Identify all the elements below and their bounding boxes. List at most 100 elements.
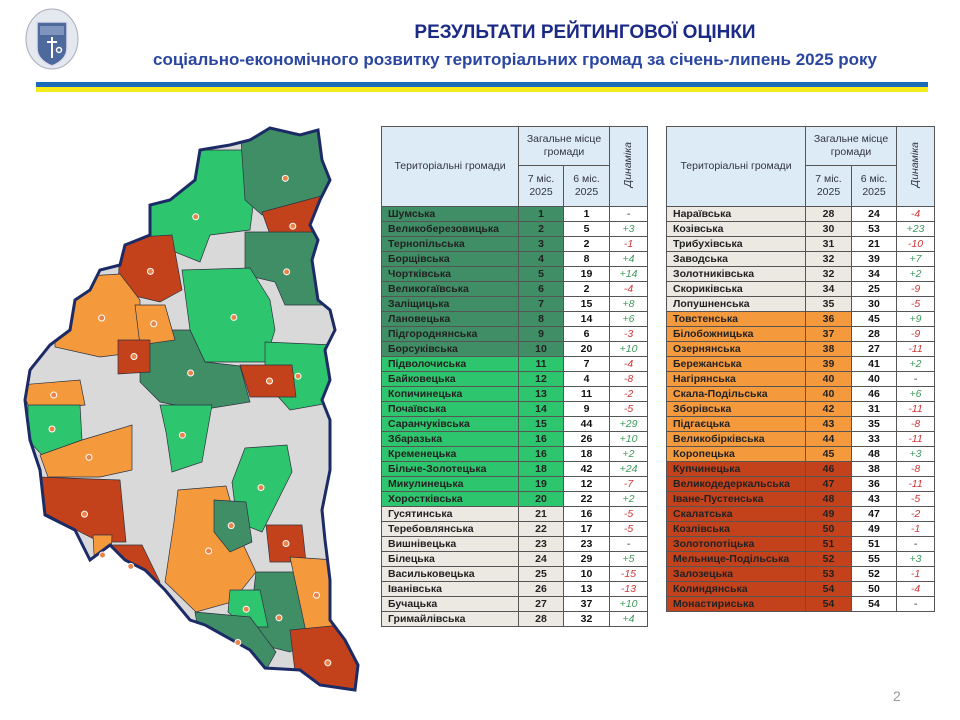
table-row: Великодедеркальська 47 36 -11 bbox=[666, 476, 936, 492]
dynamics: -10 bbox=[896, 236, 936, 252]
table-row: Іване-Пустенська 48 43 -5 bbox=[666, 491, 936, 507]
table-row: Збаразька 16 26 +10 bbox=[381, 431, 649, 447]
place-6-months: 36 bbox=[850, 476, 898, 492]
community-name: Мельнице-Подільська bbox=[666, 551, 806, 567]
community-center-marker bbox=[257, 484, 265, 492]
place-7-months: 15 bbox=[518, 416, 564, 432]
community-center-marker bbox=[81, 510, 88, 518]
dynamics: -7 bbox=[609, 476, 649, 492]
place-7-months: 49 bbox=[805, 506, 852, 522]
map-region bbox=[139, 329, 251, 411]
dynamics: +24 bbox=[609, 461, 649, 477]
dynamics: -5 bbox=[609, 521, 649, 537]
flag-stripe-blue bbox=[36, 82, 928, 87]
place-7-months: 36 bbox=[805, 311, 852, 327]
place-7-months: 43 bbox=[805, 416, 852, 432]
community-name: Теребовлянська bbox=[381, 521, 519, 537]
community-name: Хоростківська bbox=[381, 491, 519, 507]
place-7-months: 6 bbox=[518, 281, 564, 297]
community-name: Лановецька bbox=[381, 311, 519, 327]
dynamics: +4 bbox=[609, 611, 649, 627]
community-name: Великодедеркальська bbox=[666, 476, 806, 492]
community-center-marker bbox=[178, 431, 186, 439]
place-7-months: 42 bbox=[805, 401, 852, 417]
community-name: Золотниківська bbox=[666, 266, 806, 282]
community-name: Гусятинська bbox=[381, 506, 519, 522]
community-center-marker bbox=[294, 372, 302, 380]
dynamics: +10 bbox=[609, 431, 649, 447]
place-6-months: 1 bbox=[562, 206, 611, 222]
dynamics: +8 bbox=[609, 296, 649, 312]
header-6-months: 6 міс. 2025 bbox=[562, 165, 611, 207]
place-6-months: 7 bbox=[562, 356, 611, 372]
community-center-marker bbox=[275, 614, 283, 622]
dynamics: -1 bbox=[609, 236, 649, 252]
place-6-months: 50 bbox=[850, 581, 898, 597]
place-7-months: 16 bbox=[518, 431, 564, 447]
community-center-marker bbox=[150, 320, 158, 328]
community-center-marker bbox=[324, 659, 332, 667]
place-7-months: 18 bbox=[518, 461, 564, 477]
table-row: Саранчуківська 15 44 +29 bbox=[381, 416, 649, 432]
table-row: Зборівська 42 31 -11 bbox=[666, 401, 936, 417]
dynamics: -5 bbox=[609, 506, 649, 522]
place-6-months: 33 bbox=[850, 431, 898, 447]
place-6-months: 27 bbox=[850, 341, 898, 357]
community-center-marker bbox=[205, 547, 213, 555]
table-row: Шумська 1 1- bbox=[381, 206, 649, 222]
dynamics: +2 bbox=[896, 356, 936, 372]
place-6-months: 10 bbox=[562, 566, 611, 582]
place-7-months: 44 bbox=[805, 431, 852, 447]
dynamics: +3 bbox=[896, 446, 936, 462]
table-row: Копичинецька 13 11 -2 bbox=[381, 386, 649, 402]
table-row: Великогаївська 6 2 -4 bbox=[381, 281, 649, 297]
community-name: Озернянська bbox=[666, 341, 806, 357]
community-name: Кременецька bbox=[381, 446, 519, 462]
table-row: Монастириська 54 54- bbox=[666, 596, 936, 612]
place-6-months: 25 bbox=[850, 281, 898, 297]
community-name: Коропецька bbox=[666, 446, 806, 462]
table-row: Гримайлівська 28 32 +4 bbox=[381, 611, 649, 627]
table-row: Залозецька 53 52 -1 bbox=[666, 566, 936, 582]
place-6-months: 22 bbox=[562, 491, 611, 507]
table-row: Більче-Золотецька 18 42 +24 bbox=[381, 461, 649, 477]
place-6-months: 42 bbox=[562, 461, 611, 477]
place-6-months: 51 bbox=[850, 536, 898, 552]
map-region bbox=[37, 476, 127, 543]
dynamics: +6 bbox=[896, 386, 936, 402]
place-6-months: 31 bbox=[850, 401, 898, 417]
community-center-marker bbox=[98, 314, 106, 322]
dynamics: +29 bbox=[609, 416, 649, 432]
place-6-months: 30 bbox=[850, 296, 898, 312]
community-name: Золотопотіцька bbox=[666, 536, 806, 552]
dynamics: -11 bbox=[896, 341, 936, 357]
dynamics: -15 bbox=[609, 566, 649, 582]
table-row: Козівська 30 53 +23 bbox=[666, 221, 936, 237]
place-6-months: 54 bbox=[850, 596, 898, 612]
header-6-months: 6 міс. 2025 bbox=[850, 165, 898, 207]
place-6-months: 45 bbox=[850, 311, 898, 327]
place-7-months: 53 bbox=[805, 566, 852, 582]
dynamics: -8 bbox=[896, 416, 936, 432]
place-6-months: 4 bbox=[562, 371, 611, 387]
community-name: Трибухівська bbox=[666, 236, 806, 252]
table-row: Скориківська 34 25 -9 bbox=[666, 281, 936, 297]
table-row: Іванівська 26 13 -13 bbox=[381, 581, 649, 597]
table-row: Скалатська 49 47 -2 bbox=[666, 506, 936, 522]
place-6-months: 40 bbox=[850, 371, 898, 387]
place-6-months: 49 bbox=[850, 521, 898, 537]
table-row: Трибухівська 31 21 -10 bbox=[666, 236, 936, 252]
place-6-months: 19 bbox=[562, 266, 611, 282]
place-7-months: 14 bbox=[518, 401, 564, 417]
place-7-months: 40 bbox=[805, 386, 852, 402]
ranking-table-left: Територіальні громади Загальне місце гром… bbox=[381, 126, 649, 627]
place-6-months: 32 bbox=[562, 611, 611, 627]
place-6-months: 17 bbox=[562, 521, 611, 537]
table-row: Нараївська 28 24 -4 bbox=[666, 206, 936, 222]
dynamics: +3 bbox=[609, 221, 649, 237]
place-6-months: 38 bbox=[850, 461, 898, 477]
place-7-months: 10 bbox=[518, 341, 564, 357]
community-name: Копичинецька bbox=[381, 386, 519, 402]
place-6-months: 18 bbox=[562, 446, 611, 462]
dynamics: - bbox=[896, 596, 936, 612]
